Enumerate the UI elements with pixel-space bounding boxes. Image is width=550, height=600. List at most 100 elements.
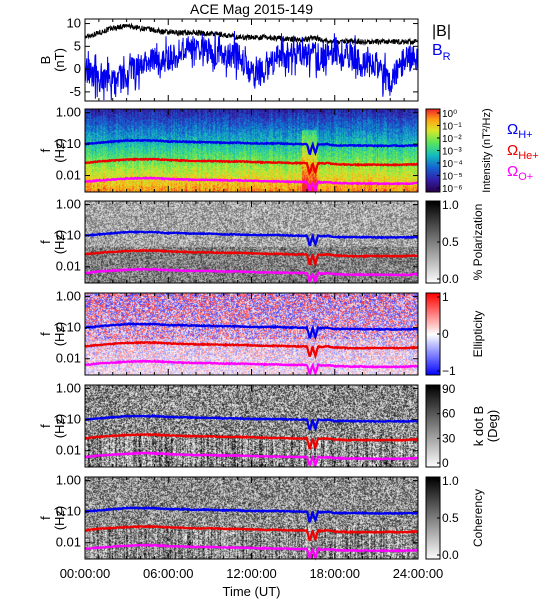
freq-tick-label: 0.01	[56, 259, 81, 274]
ylabel-top: f	[38, 424, 53, 428]
colorbar-tick-label: 10⁻⁶	[442, 184, 463, 195]
colorbar-label: (Deg)	[485, 410, 500, 443]
coherency-colorbar	[426, 477, 440, 559]
gyrofrequency-line-o	[84, 176, 419, 195]
ellipticity-spectrogram	[85, 293, 418, 375]
freq-tick-label: 0.10	[56, 228, 81, 243]
ylabel-bottom: (Hz)	[52, 322, 67, 347]
gyrofrequency-line-h	[84, 322, 419, 341]
gyro-legend-symbol: Ω	[507, 142, 518, 159]
intensity-colorbar	[426, 109, 440, 192]
x-tick-label: 24:00:00	[393, 566, 444, 581]
colorbar-label: % Polarization	[471, 204, 485, 281]
ylabel-top: B	[38, 56, 53, 65]
gyro-legend-h: ΩH+	[507, 121, 533, 141]
polarization-colorbar	[426, 201, 440, 283]
b-ytick-label: 5	[74, 38, 81, 53]
ylabel-top: f	[38, 516, 53, 520]
gyro-legend-subscript: H+	[518, 129, 532, 141]
colorbar-label: Intensity (nT²/Hz)	[481, 108, 493, 192]
colorbar-tick-label: 0.5	[442, 511, 459, 525]
freq-tick-label: 0.10	[56, 136, 81, 151]
legend-b-radial-main: B	[432, 42, 443, 59]
x-tick-label: 12:00:00	[226, 566, 277, 581]
colorbar-tick-label: 0.5	[442, 235, 459, 249]
freq-tick-label: 0.01	[56, 351, 81, 366]
colorbar-tick-label: 1.0	[442, 474, 459, 488]
b-magnitude-line	[84, 22, 419, 47]
b-ytick-label: 0	[74, 61, 81, 76]
coherency-spectrogram	[85, 477, 418, 559]
freq-tick-label: 1.00	[56, 197, 81, 212]
colorbar-tick-label: 0	[442, 327, 449, 341]
colorbar-tick-label: 1.0	[442, 198, 459, 212]
gyrofrequency-line-he	[84, 432, 419, 451]
gyrofrequency-line-he	[84, 157, 419, 176]
colorbar-tick-label: 90	[442, 382, 456, 396]
gyrofrequency-line-o	[84, 451, 418, 468]
freq-tick-label: 1.00	[56, 473, 81, 488]
freq-tick-label: 0.10	[56, 412, 81, 427]
colorbar-tick-label: −1	[442, 364, 456, 378]
colorbar-tick-label: 10⁻⁴	[442, 159, 463, 170]
freq-tick-label: 0.10	[56, 504, 81, 519]
gyrofrequency-line-o	[84, 359, 419, 377]
freq-tick-label: 1.00	[56, 381, 81, 396]
ylabel-top: f	[38, 148, 53, 152]
legend-b-radial-sub: R	[443, 51, 451, 63]
gyrofrequency-line-h	[84, 506, 419, 524]
gyro-legend-symbol: Ω	[507, 121, 518, 138]
b-ytick-label: 10	[67, 16, 81, 31]
gyro-legend-he: ΩHe+	[507, 142, 539, 162]
colorbar-tick-label: 10⁻²	[442, 134, 462, 145]
freq-tick-label: 0.10	[56, 320, 81, 335]
x-axis-label: Time (UT)	[222, 584, 280, 599]
legend-b-radial: BR	[432, 42, 451, 63]
freq-tick-label: 0.01	[56, 535, 81, 550]
colorbar-tick-label: 10⁻¹	[442, 122, 462, 133]
gyrofrequency-line-h	[84, 138, 419, 157]
ylabel-bottom: (nT)	[52, 48, 67, 72]
x-tick-label: 00:00:00	[60, 566, 111, 581]
kdotb-colorbar-frame	[425, 384, 441, 468]
colorbar-label: k dot B	[471, 406, 486, 446]
colorbar-tick-label: 10⁰	[442, 109, 457, 120]
ylabel-bottom: (Hz)	[52, 506, 67, 531]
freq-tick-label: 1.00	[56, 289, 81, 304]
ylabel-top: f	[38, 240, 53, 244]
gyrofrequency-line-h	[84, 413, 419, 433]
ylabel-bottom: (Hz)	[52, 138, 67, 163]
colorbar-tick-label: 0.0	[442, 272, 459, 286]
gyrofrequency-line-he	[84, 340, 419, 360]
gyro-legend-subscript: O+	[518, 171, 533, 183]
ylabel-bottom: (Hz)	[52, 414, 67, 439]
colorbar-tick-label: 30	[442, 431, 456, 445]
colorbar-tick-label: 0	[442, 456, 449, 470]
gyro-legend-symbol: Ω	[507, 163, 518, 180]
colorbar-label: Ellipticity	[471, 311, 485, 358]
colorbar-tick-label: 60	[442, 407, 456, 421]
gyro-legend-o: ΩO+	[507, 163, 533, 183]
chart-title: ACE Mag 2015-149	[190, 1, 313, 17]
ellipticity-colorbar	[426, 293, 440, 375]
colorbar-tick-label: 10⁻³	[442, 147, 462, 158]
colorbar-tick-label: 1	[442, 290, 449, 304]
b-ytick-label: -5	[69, 84, 81, 99]
gyro-legend-subscript: He+	[518, 150, 539, 162]
gyrofrequency-line-he	[84, 524, 419, 542]
x-tick-label: 18:00:00	[309, 566, 360, 581]
colorbar-label: Coherency	[471, 489, 485, 547]
legend-b-magnitude: |B|	[432, 23, 451, 40]
x-tick-label: 06:00:00	[143, 566, 194, 581]
gyrofrequency-line-o	[84, 543, 419, 561]
freq-tick-label: 1.00	[56, 105, 81, 120]
b-radial-line	[84, 30, 419, 101]
colorbar-tick-label: 10⁻⁵	[442, 172, 463, 183]
ylabel-bottom: (Hz)	[52, 230, 67, 255]
kdotb-colorbar	[426, 385, 440, 467]
gyrofrequency-line-o	[84, 267, 419, 285]
colorbar-tick-label: 0.0	[442, 548, 459, 562]
freq-tick-label: 0.01	[56, 443, 81, 458]
gyrofrequency-line-he	[84, 248, 419, 269]
